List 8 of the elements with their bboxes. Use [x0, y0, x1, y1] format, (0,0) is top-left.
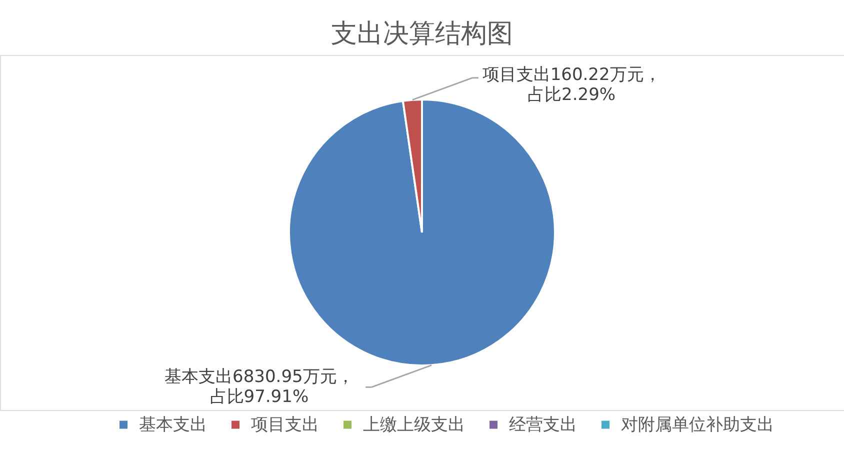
legend-label: 对附属单位补助支出 — [621, 414, 774, 435]
legend-label: 上缴上级支出 — [363, 414, 465, 435]
legend-label: 经营支出 — [509, 414, 577, 435]
chart-title: 支出决算结构图 — [331, 19, 513, 49]
legend-label: 基本支出 — [139, 414, 207, 435]
data-label: 项目支出160.22万元，占比2.29% — [482, 64, 661, 105]
data-label: 基本支出6830.95万元，占比97.91% — [164, 367, 354, 408]
legend-label: 项目支出 — [251, 414, 319, 435]
